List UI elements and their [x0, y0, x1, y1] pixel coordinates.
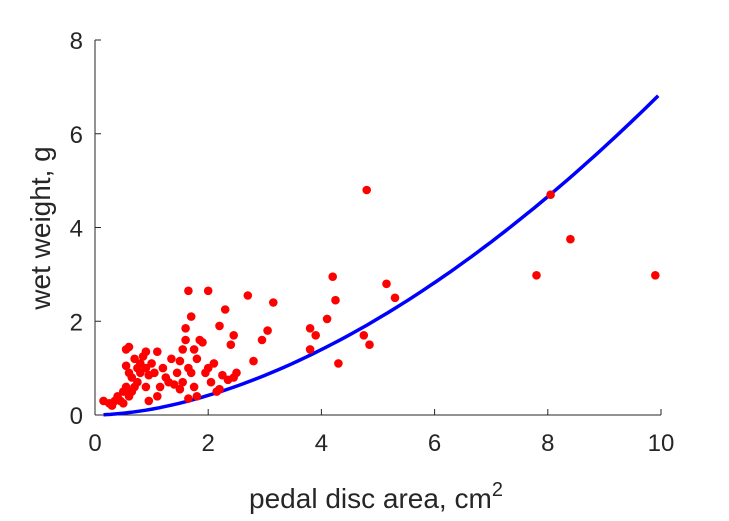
- data-point: [181, 324, 190, 333]
- data-point: [365, 340, 374, 350]
- data-point: [206, 377, 216, 387]
- data-point: [249, 356, 258, 366]
- data-point: [192, 354, 202, 364]
- data-point: [305, 345, 315, 354]
- data-point: [186, 368, 196, 378]
- x-ticks: 0 2 4 6 8 10: [88, 409, 674, 457]
- data-point: [169, 380, 179, 389]
- data-point: [305, 324, 315, 333]
- y-tick-label: 6: [70, 122, 83, 149]
- data-point: [130, 354, 139, 364]
- data-point: [147, 359, 156, 368]
- data-point: [119, 399, 128, 408]
- data-point: [311, 331, 321, 340]
- data-point: [226, 340, 236, 350]
- data-point: [150, 368, 159, 378]
- data-point: [566, 234, 575, 244]
- data-point: [198, 338, 207, 347]
- data-point: [186, 312, 196, 321]
- x-tick-label: 10: [648, 430, 675, 457]
- data-point: [546, 190, 555, 199]
- x-tick-label: 8: [541, 430, 554, 457]
- x-axis-title-text: pedal disc area, cm: [249, 483, 492, 514]
- data-point: [263, 326, 272, 335]
- data-point: [328, 272, 338, 282]
- y-tick-label: 8: [70, 28, 83, 55]
- data-point: [209, 359, 219, 368]
- data-point: [232, 368, 241, 378]
- data-points: [99, 185, 660, 410]
- data-point: [172, 368, 182, 378]
- data-point: [220, 305, 230, 314]
- plot-area: 0 2 4 6 8 10 0 2 4 6 8: [70, 28, 675, 457]
- data-point: [184, 286, 193, 296]
- data-point: [362, 185, 372, 195]
- data-point: [124, 342, 134, 352]
- data-point: [141, 382, 151, 392]
- y-axis-title: wet weight, g: [25, 146, 56, 310]
- data-point: [189, 345, 199, 354]
- data-point: [178, 345, 187, 354]
- data-point: [215, 384, 224, 394]
- x-tick-label: 0: [88, 430, 101, 457]
- data-point: [334, 359, 343, 368]
- data-point: [359, 331, 369, 340]
- data-point: [178, 377, 187, 387]
- data-point: [382, 279, 391, 289]
- data-point: [192, 392, 202, 401]
- x-axis-title: pedal disc area, cm2: [249, 479, 503, 514]
- x-tick-label: 6: [428, 430, 441, 457]
- data-point: [133, 377, 142, 387]
- data-point: [203, 363, 213, 373]
- x-axis-title-superscript: 2: [492, 479, 503, 501]
- data-point: [175, 384, 185, 394]
- data-point: [257, 335, 267, 345]
- data-point: [155, 382, 165, 392]
- data-point: [229, 331, 238, 340]
- data-point: [141, 347, 151, 357]
- data-point: [189, 382, 199, 392]
- data-point: [269, 298, 278, 307]
- data-point: [322, 314, 332, 324]
- data-point: [390, 293, 400, 303]
- data-point: [532, 271, 541, 280]
- y-tick-label: 4: [70, 216, 83, 243]
- data-point: [215, 321, 224, 331]
- data-point: [181, 335, 190, 345]
- data-point: [184, 394, 193, 403]
- data-point: [167, 354, 176, 364]
- data-point: [153, 392, 162, 401]
- y-tick-label: 0: [70, 403, 83, 430]
- y-ticks: 0 2 4 6 8: [70, 28, 101, 430]
- data-point: [153, 347, 162, 357]
- data-point: [175, 356, 185, 366]
- data-point: [651, 271, 660, 280]
- data-point: [121, 382, 131, 392]
- data-point: [158, 363, 168, 373]
- x-tick-label: 2: [202, 430, 215, 457]
- data-point: [144, 396, 154, 406]
- data-point: [331, 295, 340, 305]
- data-point: [121, 361, 131, 371]
- y-tick-label: 2: [70, 309, 83, 336]
- data-point: [141, 363, 151, 373]
- data-point: [243, 291, 253, 300]
- x-tick-label: 4: [315, 430, 328, 457]
- data-point: [203, 286, 213, 296]
